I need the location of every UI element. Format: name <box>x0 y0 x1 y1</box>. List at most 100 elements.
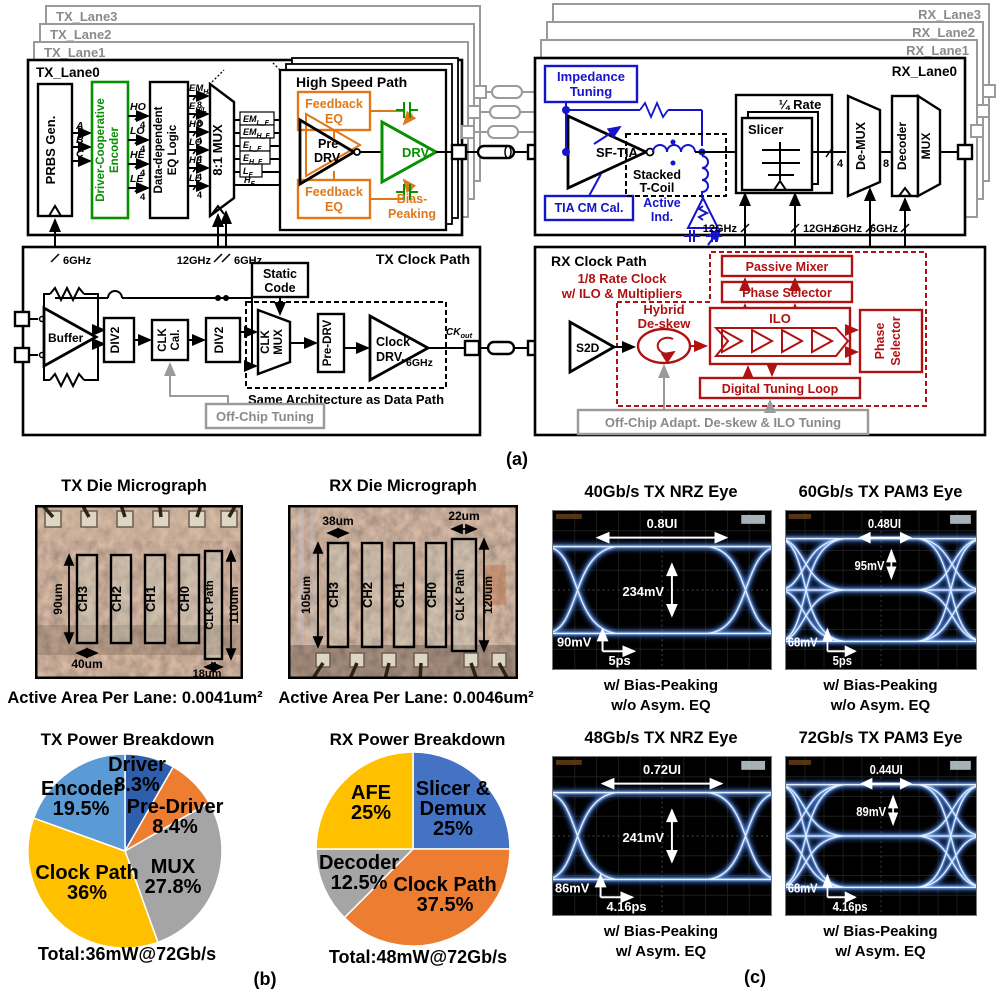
svg-text:TX Clock Path: TX Clock Path <box>376 251 470 267</box>
panel-b-label: (b) <box>253 969 277 989</box>
bias-peaking-cap-top <box>396 102 418 118</box>
eye2-cap-line2: w/o Asym. EQ <box>830 697 931 714</box>
svg-text:CH3: CH3 <box>326 582 341 608</box>
eye-height-label: 89mV <box>856 805 886 820</box>
svg-text:105um: 105um <box>299 576 313 614</box>
hsp-title: High Speed Path <box>296 74 407 90</box>
eye-diagram-40g-nrz: 0.8UI 234mV 90mV 5ps <box>552 510 772 670</box>
svg-text:DIV2: DIV2 <box>212 326 226 353</box>
eye2-caption: w/ Bias-Peaking w/o Asym. EQ <box>778 676 983 716</box>
svg-text:Off-Chip Adapt. De-skew & ILO: Off-Chip Adapt. De-skew & ILO Tuning <box>605 415 841 430</box>
svg-text:SF-TIA: SF-TIA <box>596 145 638 160</box>
impedance-feedback-network <box>562 100 703 156</box>
svg-text:8: 8 <box>197 100 202 110</box>
panel-a-label: (a) <box>506 449 528 469</box>
svg-text:8: 8 <box>197 118 202 128</box>
eq-outputs: EMH/L 8 EH/L 8 HO 4 LO 4 HE 4 LE 4 <box>188 83 215 200</box>
clock-pre-driver-box <box>316 312 346 374</box>
svg-text:6GHz: 6GHz <box>870 223 899 235</box>
ui-width-label: 0.48UI <box>868 516 901 531</box>
tx-lane3-label: TX_Lane3 <box>56 9 117 24</box>
rx-lane2-label: RX_Lane2 <box>912 25 975 40</box>
eye-diagram-72g-pam3: 0.44UI 89mV 68mV 4.16ps <box>785 756 977 916</box>
eye-diagram-60g-pam3: 0.48UI 95mV 68mV 5ps <box>785 510 977 670</box>
svg-text:4: 4 <box>197 172 202 182</box>
vscale-label: 86mV <box>555 880 590 895</box>
high-speed-path: High Speed Path Feedback EQ Feedback EQ … <box>271 57 459 232</box>
svg-text:8: 8 <box>883 158 889 170</box>
serializer-mux-box <box>208 81 236 219</box>
svg-text:CLK Path: CLK Path <box>204 580 216 630</box>
svg-text:8:1 MUX: 8:1 MUX <box>210 124 225 176</box>
passive-mixer-box <box>720 254 854 278</box>
mux-outputs: EML_F EMH_F EL_F EH_F LF HF <box>234 111 300 188</box>
s2d-triangle <box>568 319 617 375</box>
eye1-title: 40Gb/s TX NRZ Eye <box>584 483 738 501</box>
block-diagram: TX_Lane3 TX_Lane2 TX_Lane1 TX_Lane0 PRBS… <box>13 3 996 437</box>
svg-text:DRV.: DRV. <box>376 350 405 364</box>
svg-text:CH0: CH0 <box>177 586 192 612</box>
svg-text:LO: LO <box>130 125 145 137</box>
svg-text:4: 4 <box>197 136 202 146</box>
svg-text:Selector: Selector <box>889 316 903 365</box>
svg-text:CH1: CH1 <box>143 586 158 612</box>
quarter-rate-slicer: ¼ Rate Slicer <box>734 93 834 195</box>
svg-text:EQ: EQ <box>325 112 343 126</box>
svg-text:¼ Rate: ¼ Rate <box>779 97 822 112</box>
svg-text:4: 4 <box>140 192 146 203</box>
rx-pie-total: Total:48mW@72Gb/s <box>328 947 508 967</box>
prbs-label: PRBS Gen. <box>43 116 58 185</box>
channel-lane0 <box>476 144 516 160</box>
svg-text:CH3: CH3 <box>75 586 90 612</box>
clock-input-pad-p <box>13 310 31 328</box>
clock-driver-triangle <box>368 313 431 383</box>
scope-status-strip <box>788 513 812 519</box>
tia-cm-cal-box <box>543 194 635 222</box>
svg-text:w/ ILO & Multipliers: w/ ILO & Multipliers <box>561 286 683 301</box>
svg-text:4: 4 <box>837 158 844 170</box>
rx-die-channels: CH3 CH2 CH1 CH0 CLK Path <box>326 537 478 653</box>
svg-text:Clock: Clock <box>376 335 410 349</box>
svg-text:MUX: MUX <box>919 133 933 160</box>
svg-text:12GHz: 12GHz <box>177 255 212 267</box>
pie-slice-slicer-demux <box>412 751 511 850</box>
svg-text:EMH_F: EMH_F <box>243 127 270 140</box>
svg-text:De-skew: De-skew <box>638 316 692 331</box>
rx-die-title: RX Die Micrograph <box>329 477 477 495</box>
svg-text:Phase Selector: Phase Selector <box>742 286 832 300</box>
pie-slice-decoder <box>315 848 415 919</box>
svg-text:Encoder: Encoder <box>109 126 121 173</box>
svg-text:6GHz: 6GHz <box>834 223 863 235</box>
svg-text:90um: 90um <box>51 583 65 614</box>
svg-text:CH0: CH0 <box>424 582 439 608</box>
eye3-cap-line2: w/ Asym. EQ <box>615 943 707 960</box>
demux-box <box>846 94 882 198</box>
tx-die-title: TX Die Micrograph <box>61 477 207 495</box>
svg-text:EL_F: EL_F <box>243 140 262 153</box>
svg-text:EH/L: EH/L <box>189 101 207 114</box>
svg-text:22um: 22um <box>448 509 479 523</box>
svg-text:Slicer: Slicer <box>748 122 783 137</box>
svg-text:Digital Tuning Loop: Digital Tuning Loop <box>722 382 839 396</box>
clock-channel-line <box>486 340 516 356</box>
pie-slice-encoder <box>32 753 126 853</box>
eye4-cap-line2: w/ Asym. EQ <box>835 943 926 960</box>
tscale-label: 4.16ps <box>833 899 868 914</box>
tx-die-channels: CH3 CH2 CH1 CH0 CLK Path <box>75 549 224 661</box>
svg-text:HE: HE <box>130 149 146 161</box>
vscale-label: 68mV <box>788 881 818 896</box>
tx-lane0-label: TX_Lane0 <box>36 65 100 80</box>
eye3-caption: w/ Bias-Peaking w/ Asym. EQ <box>550 922 772 962</box>
tscale-label: 5ps <box>833 653 853 668</box>
clock-out-pad <box>463 339 481 357</box>
tx-pie-total: Total:36mW@72Gb/s <box>37 944 217 964</box>
svg-text:Static: Static <box>263 267 297 281</box>
eye-height-label: 241mV <box>622 830 664 845</box>
prbs-generator-box <box>36 82 74 218</box>
rx-lane3-label: RX_Lane3 <box>918 7 981 22</box>
eye1-caption: w/ Bias-Peaking w/o Asym. EQ <box>550 676 772 716</box>
rx-pie-title: RX Power Breakdown <box>329 730 506 749</box>
svg-text:T-Coil: T-Coil <box>640 181 675 195</box>
svg-text:Code: Code <box>264 281 295 295</box>
svg-text:LO: LO <box>189 137 203 148</box>
